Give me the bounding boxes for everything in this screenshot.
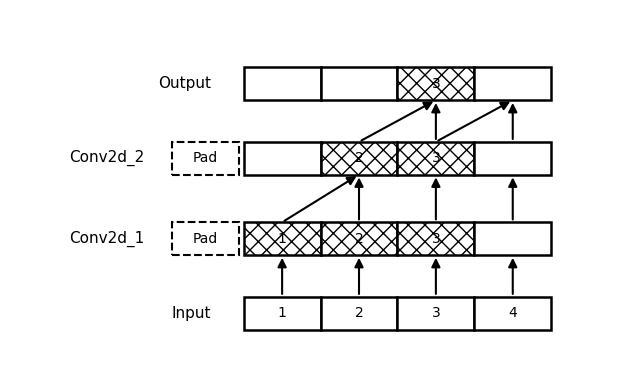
Text: 2: 2: [355, 306, 364, 320]
Text: 3: 3: [431, 151, 440, 165]
Bar: [321, 297, 397, 330]
Text: 2: 2: [355, 232, 364, 246]
Bar: [321, 222, 397, 255]
Bar: [474, 67, 551, 100]
Text: 3: 3: [431, 77, 440, 91]
Text: Output: Output: [159, 76, 211, 91]
Bar: [397, 142, 474, 175]
Bar: [474, 142, 551, 175]
Bar: [474, 222, 551, 255]
Text: Pad: Pad: [193, 232, 218, 246]
Text: 4: 4: [508, 306, 517, 320]
Text: Conv2d_1: Conv2d_1: [69, 231, 145, 247]
Bar: [172, 142, 239, 175]
Bar: [321, 142, 397, 175]
Text: Pad: Pad: [193, 151, 218, 165]
Text: 1: 1: [278, 306, 287, 320]
Bar: [244, 222, 321, 255]
Bar: [244, 67, 321, 100]
Bar: [397, 67, 474, 100]
Text: Input: Input: [172, 306, 211, 321]
Bar: [397, 222, 474, 255]
Text: 1: 1: [278, 232, 287, 246]
Text: Conv2d_2: Conv2d_2: [69, 150, 145, 166]
Text: 2: 2: [355, 151, 364, 165]
Bar: [321, 67, 397, 100]
Text: 3: 3: [431, 232, 440, 246]
Bar: [244, 142, 321, 175]
Bar: [397, 297, 474, 330]
Bar: [172, 222, 239, 255]
Bar: [474, 297, 551, 330]
Text: 3: 3: [431, 306, 440, 320]
Bar: [244, 297, 321, 330]
